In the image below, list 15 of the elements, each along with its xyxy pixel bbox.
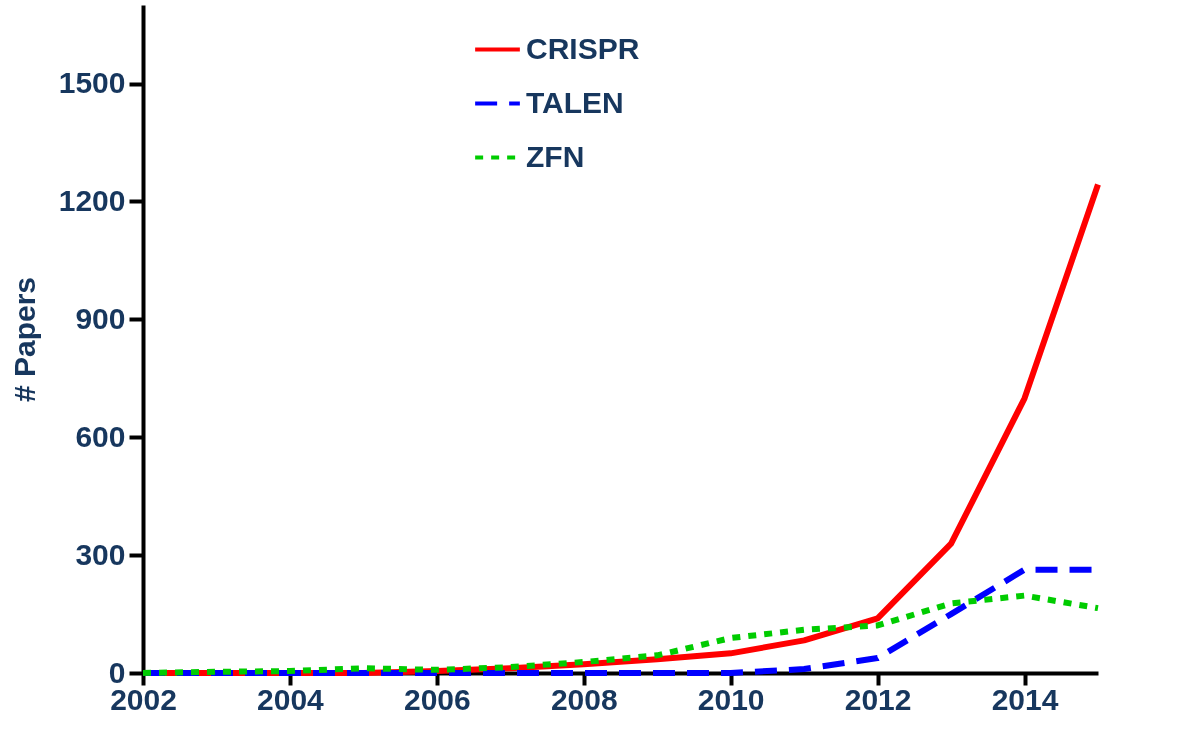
x-tick-label: 2008 <box>550 682 618 716</box>
y-tick-label: 600 <box>75 419 126 453</box>
legend-label: CRISPR <box>526 31 640 65</box>
x-tick-label: 2004 <box>257 682 325 716</box>
legend-label: ZFN <box>526 139 585 173</box>
y-tick-label: 1500 <box>58 66 126 100</box>
x-tick-label: 2010 <box>697 682 765 716</box>
y-tick-label: 900 <box>75 301 126 335</box>
x-tick-label: 2006 <box>403 682 471 716</box>
y-axis-title: # Papers <box>7 276 41 403</box>
y-tick-label: 300 <box>75 537 126 571</box>
y-tick-label: 1200 <box>58 183 126 217</box>
x-tick-label: 2012 <box>844 682 912 716</box>
legend-label: TALEN <box>526 85 624 119</box>
x-tick-label: 2014 <box>991 682 1059 716</box>
